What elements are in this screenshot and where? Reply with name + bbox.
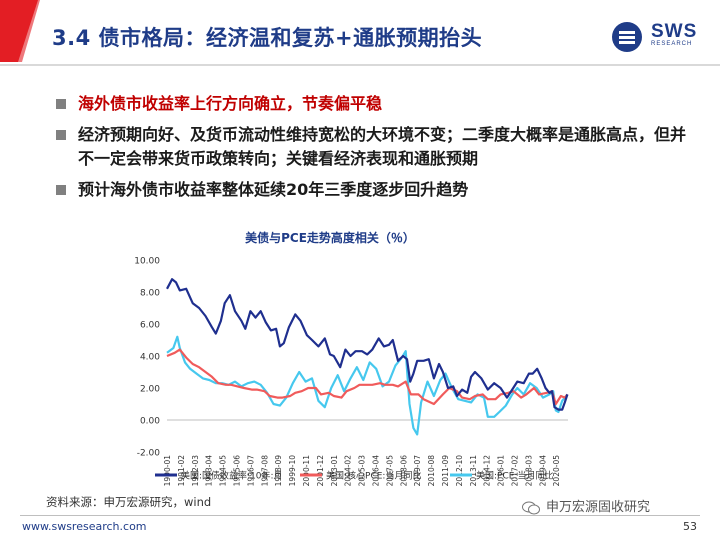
page-number: 53 xyxy=(683,520,697,533)
bullet-list: 海外债市收益率上行方向确立，节奏偏平稳 经济预期向好、及货币流动性维持宽松的大环… xyxy=(56,92,696,209)
x-tick-label: 1990-01 xyxy=(163,455,172,487)
y-tick-label: -2.00 xyxy=(137,449,161,459)
y-tick-label: 4.00 xyxy=(140,353,160,363)
bullet-square-icon xyxy=(56,185,66,195)
x-tick-label: 2018-03 xyxy=(524,455,533,487)
x-tick-label: 1997-08 xyxy=(260,455,269,487)
x-tick-label: 1991-02 xyxy=(177,455,186,487)
bullet-text: 经济预期向好、及货币流动性维持宽松的大环境不变；二季度大概率是通胀高点，但并不一… xyxy=(78,125,687,168)
x-tick-label: 1992-03 xyxy=(191,455,200,487)
chart-title: 美债与PCE走势高度相关（％） xyxy=(245,230,415,245)
x-tick-label: 2003-01 xyxy=(330,455,339,487)
x-tick-label: 1999-10 xyxy=(288,455,297,487)
footer-divider xyxy=(20,515,700,516)
logo-text: SWS xyxy=(651,21,698,42)
x-tick-label: 1995-06 xyxy=(233,455,242,487)
sws-logo-icon xyxy=(612,22,642,52)
legend-label: 美国:PCE:当月同比 xyxy=(476,470,553,482)
logo-subtext: RESEARCH xyxy=(651,41,693,47)
page-title: 3.4 债市格局：经济温和复苏+通胀预期抬头 xyxy=(52,26,483,50)
y-tick-label: 2.00 xyxy=(140,385,160,395)
x-tick-label: 2007-05 xyxy=(385,455,394,487)
x-tick-label: 1998-09 xyxy=(274,455,283,487)
y-tick-label: 8.00 xyxy=(140,289,160,299)
bullet-item: 经济预期向好、及货币流动性维持宽松的大环境不变；二季度大概率是通胀高点，但并不一… xyxy=(56,123,696,171)
wechat-icon xyxy=(522,501,540,514)
bullet-square-icon xyxy=(56,130,66,140)
series-line xyxy=(166,278,569,411)
x-tick-label: 2016-01 xyxy=(497,455,506,487)
bullet-text: 海外债市收益率上行方向确立，节奏偏平稳 xyxy=(78,94,383,113)
x-tick-label: 2020-05 xyxy=(552,455,561,487)
x-tick-label: 2010-08 xyxy=(427,455,436,487)
x-tick-label: 2005-03 xyxy=(358,455,367,487)
x-tick-label: 2011-09 xyxy=(441,455,450,487)
x-tick-label: 1994-05 xyxy=(219,455,228,487)
bullet-item: 预计海外债市收益率整体延续20年三季度逐步回升趋势 xyxy=(56,178,696,202)
source-note: 资料来源：申万宏源研究，wind xyxy=(46,495,212,509)
y-tick-label: 6.00 xyxy=(140,321,160,331)
x-tick-label: 2009-07 xyxy=(413,455,422,487)
x-tick-label: 2001-12 xyxy=(316,455,325,487)
x-tick-label: 1996-07 xyxy=(246,455,255,487)
header-divider xyxy=(0,64,720,66)
x-tick-label: 2013-11 xyxy=(469,455,478,487)
bullet-square-icon xyxy=(56,99,66,109)
x-tick-label: 2004-02 xyxy=(344,455,353,487)
x-tick-label: 2008-06 xyxy=(399,455,408,487)
wechat-watermark: 申万宏源固收研究 xyxy=(522,496,650,515)
line-chart: 美债与PCE走势高度相关（％） 10.00 8.00 6.00 4.00 2.00 0.0… xyxy=(134,230,569,487)
legend-label: 美国:国债收益率:10年:月 xyxy=(181,470,283,482)
x-tick-label: 2014-12 xyxy=(483,455,492,487)
x-tick-label: 1993-04 xyxy=(205,455,214,487)
x-tick-label: 2012-10 xyxy=(455,455,464,487)
y-tick-label: 10.00 xyxy=(134,257,160,267)
bullet-text: 预计海外债市收益率整体延续20年三季度逐步回升趋势 xyxy=(78,180,469,199)
x-tick-label: 2006-04 xyxy=(372,455,381,487)
y-tick-label: 0.00 xyxy=(140,417,160,427)
bullet-item: 海外债市收益率上行方向确立，节奏偏平稳 xyxy=(56,92,696,116)
legend-label: 美国:核心PCE:当月同比 xyxy=(326,470,421,482)
x-tick-label: 2017-02 xyxy=(511,455,520,487)
footer-url: www.swsresearch.com xyxy=(22,520,147,533)
header-accent-shape xyxy=(0,0,40,62)
x-tick-label: 2019-04 xyxy=(538,455,547,487)
x-tick-label: 2000-11 xyxy=(302,455,311,487)
watermark-text: 申万宏源固收研究 xyxy=(546,500,651,515)
